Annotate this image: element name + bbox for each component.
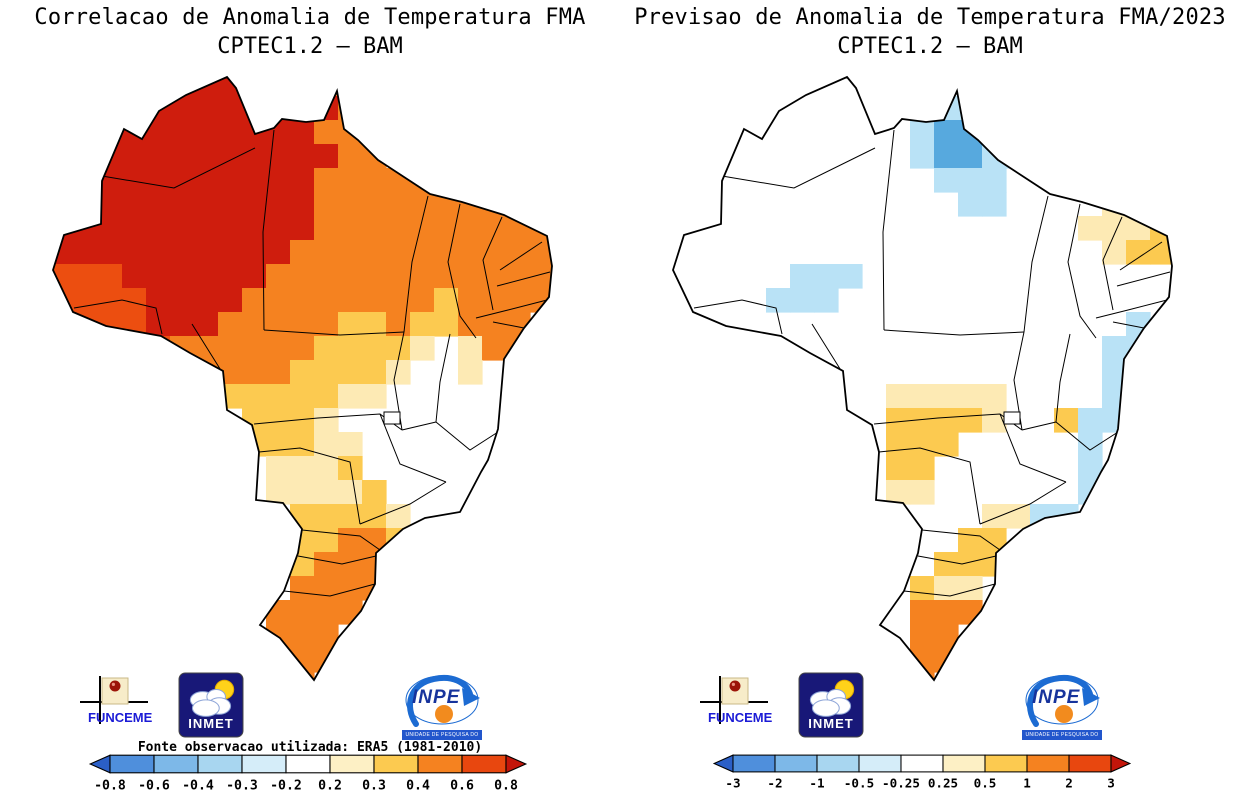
- svg-text:-0.3: -0.3: [226, 778, 258, 793]
- svg-text:0.5: 0.5: [974, 776, 997, 791]
- funceme-ball-highlight: [111, 682, 115, 686]
- inpe-arrow-icon: [1027, 674, 1093, 727]
- inpe-planet-icon: [1055, 705, 1073, 723]
- inpe-arrowhead-icon: [462, 688, 480, 706]
- correlation-title-line2: CPTEC1.2 — BAM: [217, 34, 403, 59]
- forecast-panel: Previsao de Anomalia de Temperatura FMA/…: [620, 0, 1240, 802]
- funceme-ball-icon: [109, 680, 121, 692]
- distrito-federal-box: [383, 411, 401, 425]
- forecast-title-line1: Previsao de Anomalia de Temperatura FMA/…: [634, 5, 1226, 30]
- svg-text:0.4: 0.4: [406, 778, 430, 793]
- inmet-badge-icon: [798, 672, 864, 738]
- funceme-label: FUNCEME: [708, 710, 773, 725]
- inpe-arrowhead-icon: [1082, 688, 1100, 706]
- svg-text:-0.4: -0.4: [182, 778, 214, 793]
- svg-text:0.8: 0.8: [494, 778, 518, 793]
- inpe-emblem-icon: [405, 674, 480, 727]
- correlation-title-line1: Correlacao de Anomalia de Temperatura FM…: [34, 5, 586, 30]
- inmet-label: INMET: [188, 716, 234, 731]
- svg-text:0.3: 0.3: [362, 778, 386, 793]
- state-borders: [693, 129, 1171, 597]
- svg-text:-2: -2: [767, 776, 782, 791]
- inpe-planet-icon: [435, 705, 453, 723]
- funceme-ball-highlight: [731, 682, 735, 686]
- svg-text:-3: -3: [725, 776, 740, 791]
- map-cells: [766, 96, 1172, 680]
- source-note: Fonte observacao utilizada: ERA5 (1981-2…: [137, 740, 483, 755]
- svg-text:-0.8: -0.8: [94, 778, 126, 793]
- forecast-title-line2: CPTEC1.2 — BAM: [837, 34, 1023, 59]
- funceme-axes-icon: [80, 676, 148, 724]
- inmet-label: INMET: [808, 716, 854, 731]
- inmet-logo: INMET: [178, 672, 244, 738]
- inpe-sub-label: UNIDADE DE PESQUISA DO MCTI: [402, 730, 482, 740]
- svg-text:-0.25: -0.25: [882, 776, 920, 791]
- forecast-colorbar: -3 -2 -1 -0.5 -0.25 0.25 0.5 1 2 3: [712, 754, 1132, 791]
- svg-text:-1: -1: [809, 776, 824, 791]
- svg-text:2: 2: [1065, 776, 1073, 791]
- country-outline: [52, 75, 553, 682]
- funceme-axes-icon: [700, 676, 768, 724]
- correlation-colorbar: -0.8 -0.6 -0.4 -0.3 -0.2 0.2 0.3 0.4 0.6 0.8: [88, 754, 528, 793]
- svg-text:0.6: 0.6: [450, 778, 474, 793]
- inmet-logo: INMET: [798, 672, 864, 738]
- funceme-logo: FUNCEME: [698, 674, 773, 734]
- inpe-label: INPE: [412, 687, 461, 708]
- svg-text:-0.5: -0.5: [844, 776, 874, 791]
- inpe-label: INPE: [1032, 687, 1081, 708]
- inpe-logo: INPE UNIDADE DE PESQUISA DO MCTI: [402, 672, 482, 740]
- inmet-cloud-icon: [189, 689, 232, 717]
- correlation-panel: Correlacao de Anomalia de Temperatura FM…: [34, 5, 586, 793]
- svg-text:3: 3: [1107, 776, 1115, 791]
- svg-text:1: 1: [1023, 776, 1031, 791]
- svg-text:-0.2: -0.2: [270, 778, 302, 793]
- inpe-arrow-icon: [407, 674, 473, 727]
- svg-text:-0.6: -0.6: [138, 778, 170, 793]
- distrito-federal-box: [1003, 411, 1021, 425]
- funceme-logo: FUNCEME: [78, 674, 153, 734]
- inpe-sub-label: UNIDADE DE PESQUISA DO MCTI: [1022, 730, 1102, 740]
- funceme-ball-icon: [729, 680, 741, 692]
- brazil-correlation-map: [52, 75, 553, 682]
- inmet-badge-icon: [178, 672, 244, 738]
- funceme-label: FUNCEME: [88, 710, 153, 725]
- inmet-cloud-icon: [809, 689, 852, 717]
- svg-text:0.2: 0.2: [318, 778, 342, 793]
- inpe-emblem-icon: [1025, 674, 1100, 727]
- map-cells: [53, 77, 552, 680]
- brazil-forecast-map: [672, 75, 1173, 682]
- svg-text:0.25: 0.25: [928, 776, 958, 791]
- country-outline: [672, 75, 1173, 682]
- inpe-logo: INPE UNIDADE DE PESQUISA DO MCTI: [1022, 672, 1102, 740]
